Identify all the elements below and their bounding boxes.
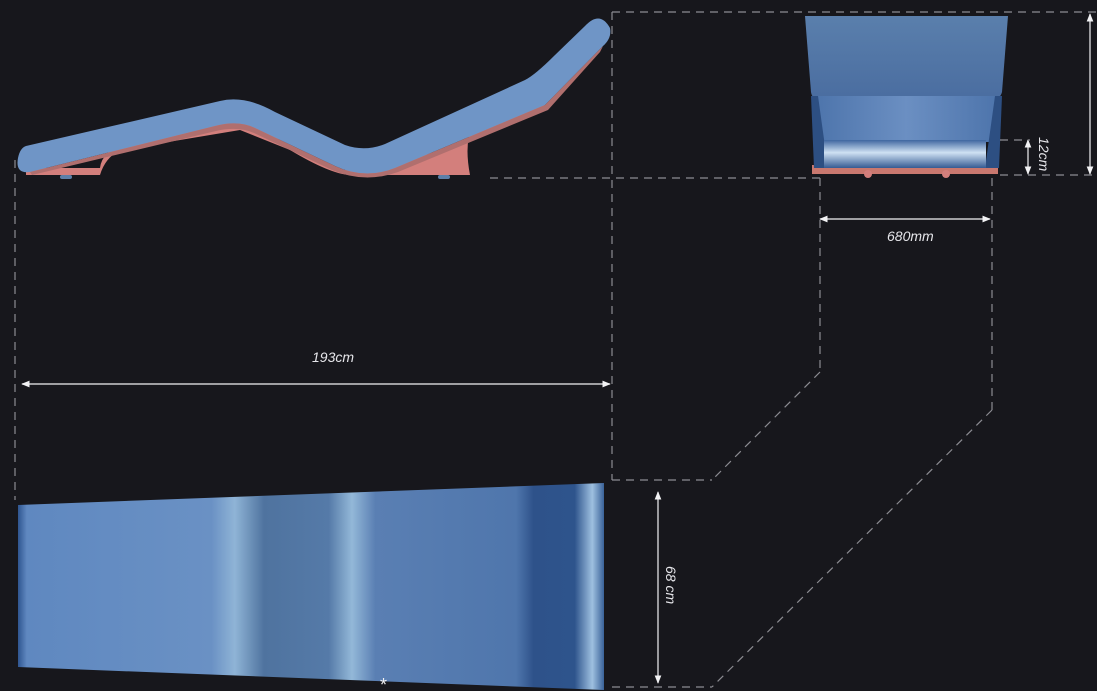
- front-view-foot-left: [864, 170, 872, 178]
- front-view-seat: [818, 96, 995, 142]
- dimension-top-width-label: 68 cm: [663, 566, 679, 604]
- front-view: [805, 16, 1008, 178]
- front-view-backrest: [805, 16, 1008, 100]
- side-view-foot-right: [438, 175, 450, 179]
- front-view-foot-right: [942, 170, 950, 178]
- top-view: *: [18, 483, 604, 691]
- marker-asterisk: *: [380, 675, 387, 691]
- top-view-cushion: [18, 483, 604, 690]
- dimension-top-width: 68 cm: [654, 491, 679, 684]
- side-view-foot-left: [60, 175, 72, 179]
- front-view-seat-roll: [824, 140, 986, 168]
- side-view-cushion: [17, 18, 611, 174]
- projection-guides: [14, 11, 1097, 688]
- front-view-right-wing: [985, 96, 1002, 168]
- front-view-base: [812, 165, 998, 174]
- dimension-base-height: 12cm: [1000, 137, 1052, 175]
- dimension-length-label: 193cm: [312, 349, 354, 365]
- front-view-left-wing: [811, 96, 828, 168]
- dimension-base-height-label: 12cm: [1036, 137, 1052, 172]
- side-view-cushion-underside: [30, 46, 603, 178]
- dimension-length: 193cm: [21, 349, 611, 388]
- dimension-width: 680mm: [819, 215, 991, 244]
- side-view: [17, 18, 611, 179]
- dimension-width-label: 680mm: [887, 228, 934, 244]
